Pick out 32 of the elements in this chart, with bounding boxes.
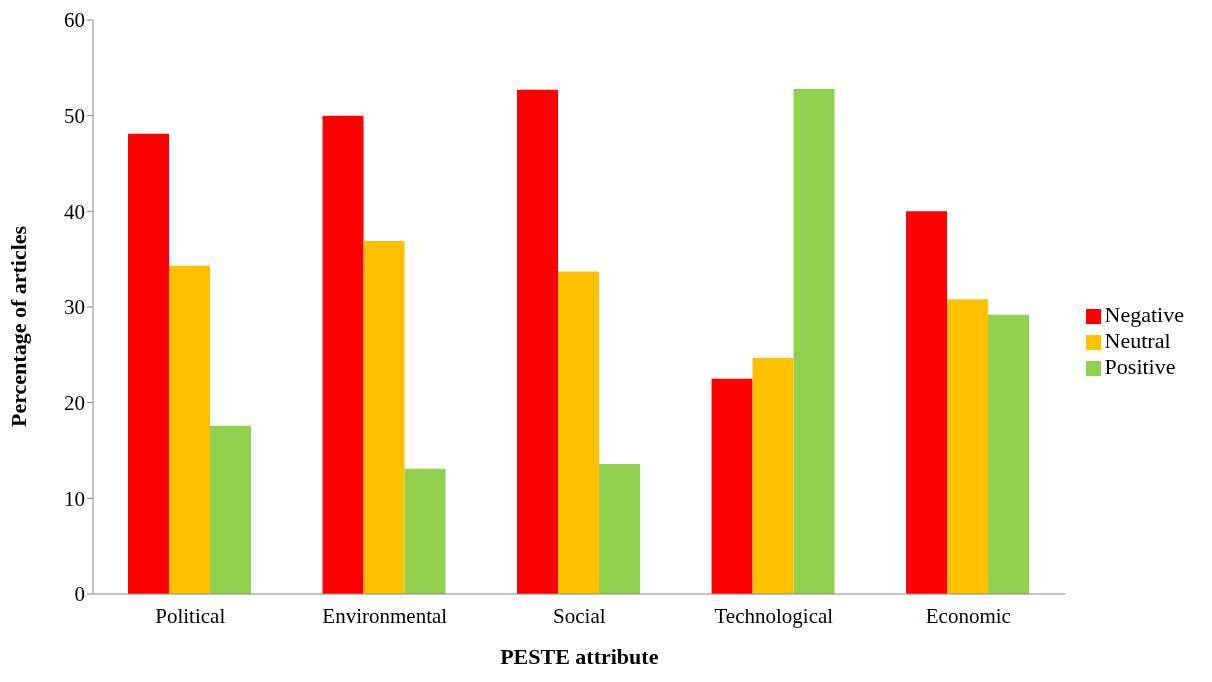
y-tick-label: 30	[64, 295, 85, 320]
x-tick-label: Social	[553, 603, 606, 628]
legend-label: Negative	[1104, 302, 1184, 327]
bar	[210, 425, 252, 594]
x-tick-label: Economic	[925, 603, 1011, 628]
bar	[752, 357, 794, 594]
bar	[988, 314, 1030, 594]
bar	[558, 271, 600, 594]
bar	[404, 468, 446, 594]
bar	[363, 240, 405, 594]
y-tick-label: 10	[64, 486, 85, 511]
y-axis-title: Percentage of articles	[5, 225, 31, 427]
y-tick-label: 0	[74, 582, 85, 607]
bar	[947, 299, 989, 594]
bar	[793, 88, 835, 594]
x-axis-title: PESTE attribute	[500, 644, 659, 669]
bar	[128, 133, 170, 594]
x-tick-label: Technological	[714, 603, 834, 628]
x-tick-label: Environmental	[322, 603, 448, 628]
bar	[906, 211, 948, 594]
y-tick-label: 60	[64, 8, 85, 33]
bar	[322, 115, 364, 594]
y-tick-label: 50	[64, 104, 85, 129]
y-tick-label: 40	[64, 199, 85, 224]
bar	[599, 463, 641, 594]
x-tick-label: Political	[155, 603, 226, 628]
bar	[711, 378, 753, 594]
y-tick-label: 20	[64, 391, 85, 416]
legend-label: Neutral	[1104, 328, 1171, 353]
bar	[169, 265, 211, 594]
legend-label: Positive	[1104, 354, 1176, 379]
bar	[517, 89, 559, 594]
